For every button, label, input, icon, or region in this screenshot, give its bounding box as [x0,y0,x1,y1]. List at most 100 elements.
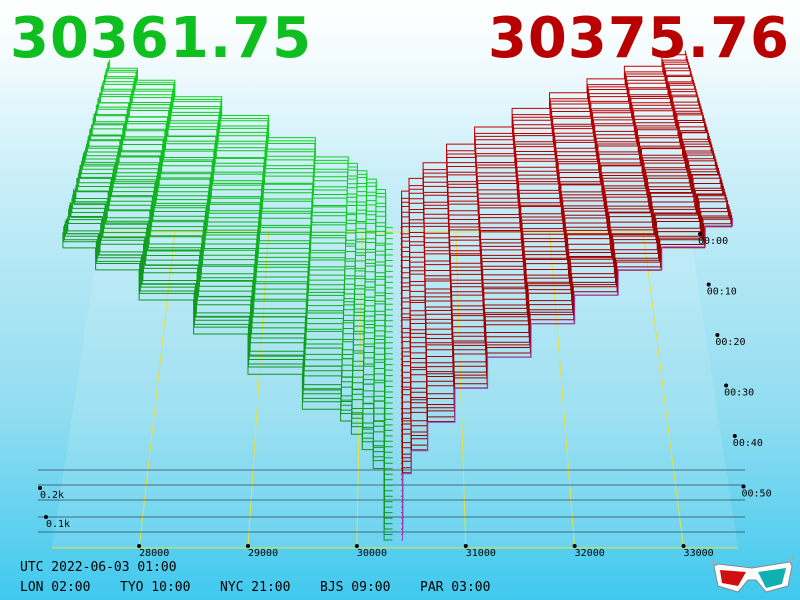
bid-depth-line [103,79,393,267]
x-tick-label: 31000 [466,548,496,559]
bid-depth-line [72,194,393,475]
bid-depth-line [69,202,393,492]
time-tick-label: 00:00 [698,236,728,247]
bid-depth-line [88,134,393,366]
bid-depth-line [90,124,393,349]
bid-depth-line [96,104,393,311]
bid-depth-line [100,86,393,283]
grid-line-29000 [247,231,270,549]
bid-depth-line [64,224,393,530]
x-tick-label: 30000 [357,548,387,559]
chart-floor [38,231,745,549]
time-tick-label: 00:20 [715,337,745,348]
bid-depth-line [106,67,393,245]
timezone-tyo: TYO 10:00 [120,580,191,595]
3d-glasses-icon[interactable] [712,556,794,596]
time-tick-marker [741,484,746,489]
x-tick-marker [681,544,686,548]
timezone-lon: LON 02:00 [20,580,91,595]
bid-depth-line [63,226,393,535]
depth-tick-marker [38,486,42,490]
bid-depth-line [74,188,393,459]
ask-depth-line [400,62,690,250]
bid-depth-line [84,150,393,393]
bid-depth-line [85,146,393,387]
x-tick-label: 29000 [248,548,278,559]
bid-depth-line [95,111,393,322]
depth-tick-label: 0.2k [40,490,64,501]
time-tick-marker [706,282,711,287]
bid-depth-line [81,160,393,415]
bid-depth-line [79,165,393,426]
bid-depth-line [68,208,393,503]
time-tick-marker [724,383,729,388]
time-tick-marker [732,434,737,438]
x-tick-marker [463,544,468,548]
ask-depth-line [400,50,686,229]
time-tick-label: 00:10 [707,287,737,298]
bid-depth-line [78,169,393,431]
bid-depth-series [62,59,393,541]
bid-depth-line [101,84,393,278]
bid-depth-line [75,184,393,453]
x-tick-marker [572,544,577,548]
time-tick-marker [698,232,702,236]
bid-depth-line [86,140,393,377]
bid-depth-line [90,128,393,355]
bid-depth-line [99,92,393,294]
bid-depth-line [104,75,393,261]
bid-price: 30361.75 [10,6,313,71]
ask-depth-line [401,218,734,541]
ask-depth-series [400,50,734,541]
time-tick-label: 00:50 [742,489,772,500]
bid-depth-line [98,97,393,300]
bid-depth-line [77,173,393,437]
x-tick-marker [354,544,359,548]
bid-depth-line [82,156,393,409]
depth-tick-marker [44,515,48,519]
time-tick-label: 00:30 [724,388,754,399]
bid-depth-line [65,218,393,519]
timezone-bjs: BJS 09:00 [320,580,391,595]
floor-plane [52,232,738,548]
bid-depth-line [97,98,393,305]
chart-ticks: 28000 29000 30000 31000 32000 33000 0.1k 0.2k 00… [38,232,772,559]
bid-depth-line [64,221,393,525]
depth-tick-label: 0.1k [46,519,70,530]
bid-depth-line [92,117,393,338]
bid-depth-line [71,198,393,481]
bid-depth-line [108,61,393,234]
bid-depth-line [76,178,393,448]
bid-depth-line [104,72,393,256]
time-tick-label: 00:40 [733,438,763,449]
timezone-par: PAR 03:00 [420,580,491,595]
ask-price: 30375.76 [487,6,790,71]
utc-time: UTC 2022-06-03 01:00 [20,560,177,575]
bid-depth-line [105,69,393,250]
bid-depth-line [80,164,393,420]
bid-depth-line [83,151,393,398]
bid-depth-line [93,114,393,333]
x-tick-marker [137,544,142,548]
bid-depth-line [107,63,393,240]
bid-depth-line [95,105,393,316]
time-tick-marker [715,333,720,337]
bid-depth-line [67,216,393,508]
bid-depth-line [62,232,393,541]
grid-line-31000 [455,231,467,549]
grid-line-32000 [549,231,576,549]
bid-depth-line [91,123,393,344]
grid-line-33000 [642,231,685,549]
bid-depth-line [73,189,393,470]
bid-depth-line [102,81,393,272]
x-tick-label: 32000 [575,548,605,559]
timezone-nyc: NYC 21:00 [220,580,291,595]
bid-depth-line [94,113,393,327]
bid-depth-line [77,177,393,442]
bid-depth-line [68,205,393,497]
bid-depth-line [89,129,393,360]
bid-depth-line [108,59,393,229]
bid-depth-line [82,153,393,404]
x-tick-marker [246,544,250,548]
